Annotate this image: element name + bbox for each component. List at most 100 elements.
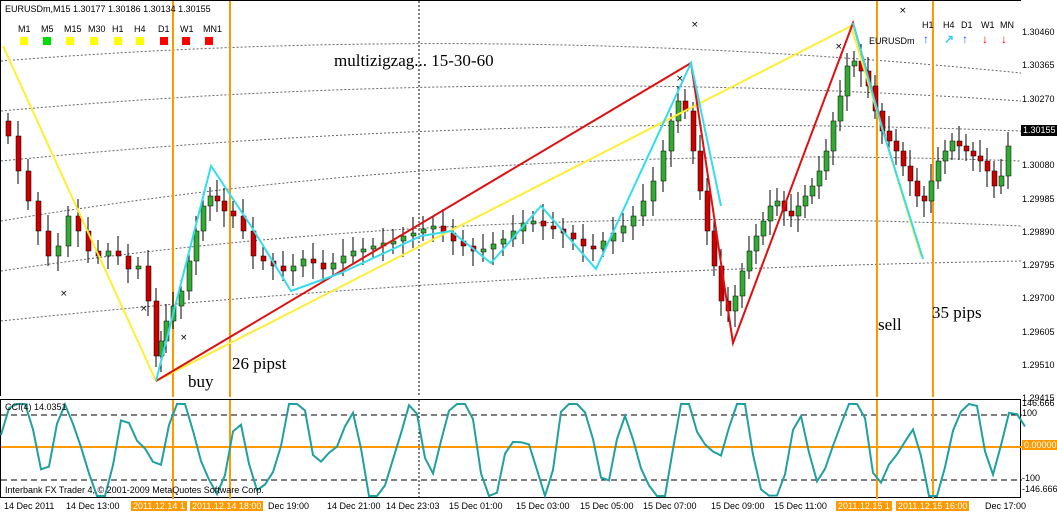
candle (75, 215, 82, 232)
candle (998, 175, 1005, 187)
trend-timeframe-label: H1 (922, 20, 934, 30)
candle (949, 140, 956, 152)
symbol-info: EURUSDm,M15 1.30177 1.30186 1.30134 1.30… (5, 4, 211, 14)
timeframe-label: M15 (64, 24, 82, 34)
indicator-label: CCI(4) 14.0351 (5, 402, 67, 412)
timeframe-label: H1 (112, 24, 124, 34)
candle (320, 262, 327, 270)
candle (921, 195, 928, 202)
candle (795, 205, 802, 217)
time-tick-label: 14 Dec 21:00 (327, 501, 381, 511)
timeframe-label: MN1 (203, 24, 223, 34)
candle (430, 225, 437, 230)
candle (590, 245, 597, 250)
buy-annotation: buy (188, 372, 214, 391)
cci-canvas[interactable] (0, 400, 1026, 500)
cci-tick-label: -100 (1022, 473, 1041, 483)
price-chart-canvas[interactable]: × × × × × × × (0, 1, 1022, 397)
time-tick-label: 14 Dec 23:03 (386, 501, 440, 511)
candle (809, 185, 816, 197)
candle (214, 195, 221, 202)
candle (802, 195, 809, 207)
timeframe-label: M5 (41, 24, 54, 34)
time-tick-label: 2011.12.14 1 (131, 501, 187, 511)
candle (340, 255, 347, 264)
candle (991, 170, 998, 187)
candle (540, 220, 547, 227)
time-tick-label: 14 Dec 13:00 (66, 501, 120, 511)
price-chart-pane[interactable]: × × × × × × × EURUSDm,M15 1.30177 1.30186 1.30… (0, 0, 1022, 397)
sell-pips-annotation: 35 pips (932, 303, 982, 322)
fractal-marker-icon: × (60, 289, 68, 299)
candle (178, 290, 185, 307)
candle (630, 215, 637, 227)
time-tick-label: Dec 17:00 (985, 501, 1027, 511)
envelope-curve (0, 43, 1022, 74)
envelope-curve (0, 124, 1022, 162)
timeframe-label: W1 (180, 24, 194, 34)
timeframe-status-box (20, 37, 28, 45)
candle (704, 190, 711, 232)
timeframe-label: H4 (134, 24, 146, 34)
timeframe-status-box (182, 37, 190, 45)
candle (420, 228, 427, 234)
candle (774, 200, 781, 207)
candle (153, 300, 160, 357)
candle (207, 195, 214, 207)
candle (193, 230, 200, 262)
candle (711, 230, 718, 267)
candle (480, 248, 487, 253)
timeframe-status-box (90, 37, 98, 45)
cci-indicator-pane[interactable]: CCI(4) 14.0351 Interbank FX Trader 4, © … (0, 399, 1026, 500)
timeframe-status-box (160, 37, 168, 45)
candle (290, 265, 297, 272)
candle (390, 240, 397, 245)
trend-timeframe-label: MN (1000, 20, 1014, 30)
candle (732, 295, 739, 312)
candle (125, 255, 132, 270)
candle (550, 225, 557, 230)
candle (221, 200, 228, 212)
candle (5, 120, 12, 137)
candle (135, 265, 142, 270)
trend-arrow-up-icon: ↑ (962, 32, 968, 46)
candle (767, 205, 774, 222)
time-tick-label: 2011.12.15 1 (836, 501, 892, 511)
candle (260, 255, 267, 262)
candle (760, 220, 767, 237)
time-tick-label: 15 Dec 05:00 (580, 501, 634, 511)
candle (963, 145, 970, 152)
candle (300, 258, 307, 267)
price-tick-label: 1.30365 (1022, 60, 1055, 71)
time-tick-label: 14 Dec 2011 (4, 501, 55, 511)
candle (370, 245, 377, 250)
candle (500, 238, 507, 245)
candle (977, 155, 984, 162)
candle (956, 140, 963, 147)
candle (753, 235, 760, 252)
cci-line (0, 401, 1026, 500)
copyright-text: Interbank FX Trader 4, © 2001-2009 MetaQ… (5, 485, 264, 495)
candle (640, 200, 647, 217)
cci-tick-label: -146.666 (1022, 484, 1057, 494)
trend-arrow-down-icon: ↓ (982, 32, 988, 46)
candle (851, 60, 858, 67)
time-tick-label: 2011.12.15 16:00 (896, 501, 970, 511)
candle (400, 235, 407, 242)
candle (310, 258, 317, 264)
candle (823, 150, 830, 172)
candle (697, 150, 704, 192)
price-tick-label: 1.29795 (1022, 260, 1055, 271)
trend-arrow-up-icon: ↑ (923, 32, 929, 46)
timeframe-label: M1 (18, 24, 31, 34)
candle (893, 140, 900, 152)
cci-tick-label: 0.00000 (1022, 440, 1057, 450)
timeframe-status-box (66, 37, 74, 45)
time-tick-label: 2011.12.14 18:00 (190, 501, 264, 511)
zigzag-cyan-line (155, 59, 722, 382)
candle (105, 250, 112, 257)
candle (1005, 145, 1012, 177)
price-tick-label: 1.30270 (1022, 93, 1055, 104)
time-tick-label: 15 Dec 09:00 (711, 501, 765, 511)
